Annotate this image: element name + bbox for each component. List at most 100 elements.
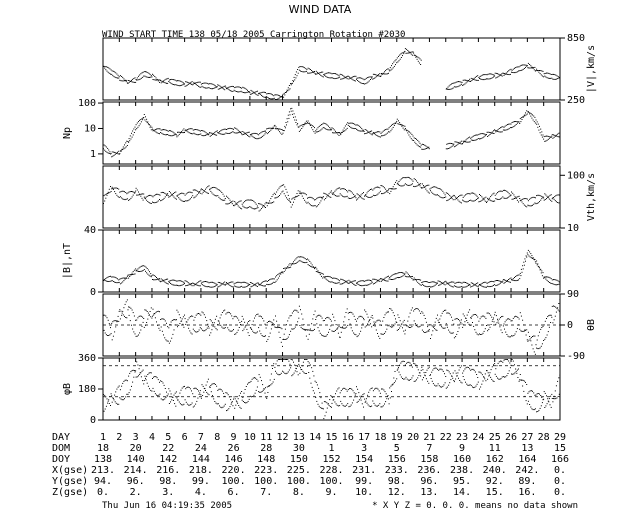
data-point (251, 285, 253, 287)
data-point (523, 324, 525, 326)
data-point (204, 82, 206, 84)
data-point (525, 260, 526, 262)
data-point (275, 126, 277, 128)
data-point (266, 96, 268, 98)
data-point (147, 318, 149, 320)
data-point (104, 200, 106, 202)
data-point (539, 201, 540, 203)
data-point (221, 87, 223, 89)
data-point (322, 76, 324, 78)
data-point (407, 326, 409, 328)
data-point (224, 133, 226, 135)
data-point (459, 201, 461, 203)
data-point (420, 369, 422, 371)
data-point (130, 307, 132, 309)
data-point (534, 116, 536, 118)
data-point (109, 151, 111, 153)
data-point (193, 83, 195, 84)
data-point (212, 187, 213, 189)
data-point (207, 323, 209, 325)
data-point (291, 263, 293, 265)
data-point (451, 197, 453, 199)
data-point (413, 185, 415, 187)
data-point (387, 395, 389, 397)
data-point (554, 78, 556, 80)
data-point (476, 285, 478, 287)
data-point (124, 199, 126, 201)
data-point (536, 202, 538, 204)
data-point (234, 285, 236, 287)
data-point (413, 54, 415, 56)
data-point (409, 362, 411, 364)
data-point (265, 285, 266, 287)
data-point (540, 134, 542, 136)
data-point (185, 129, 187, 131)
data-point (161, 80, 163, 82)
data-point (424, 285, 426, 287)
data-point (459, 286, 461, 288)
data-point (410, 327, 412, 328)
data-point (201, 85, 203, 87)
data-point (250, 327, 252, 329)
data-point (224, 198, 226, 199)
data-point (319, 407, 321, 409)
data-point (399, 374, 401, 376)
data-point (390, 308, 392, 310)
data-point (294, 259, 296, 261)
data-point (274, 282, 276, 283)
data-point (164, 320, 166, 322)
data-point (318, 387, 320, 389)
data-point (338, 75, 340, 77)
data-point (370, 130, 371, 132)
data-point (451, 196, 452, 198)
data-point (210, 320, 212, 322)
data-point (112, 397, 114, 399)
data-point (520, 268, 522, 270)
data-point (416, 366, 418, 368)
data-point (321, 124, 322, 126)
data-point (110, 153, 111, 155)
data-point (202, 329, 204, 331)
data-point (508, 336, 510, 338)
data-point (319, 314, 321, 316)
data-point (406, 325, 408, 327)
data-point (402, 55, 403, 57)
data-point (196, 82, 198, 84)
y-tick-label: 0 (90, 415, 96, 426)
data-point (427, 286, 429, 288)
data-point (150, 372, 152, 374)
data-point (145, 270, 146, 272)
data-point (354, 123, 356, 125)
data-point (117, 278, 118, 280)
data-point (550, 282, 552, 284)
data-point (164, 79, 166, 81)
data-point (166, 322, 167, 324)
data-point (155, 376, 157, 378)
data-point (519, 379, 521, 381)
data-point (211, 383, 213, 385)
data-point (316, 271, 318, 273)
data-point (539, 267, 540, 269)
data-point (374, 388, 376, 390)
data-point (361, 327, 363, 329)
data-point (459, 142, 461, 144)
data-point (117, 386, 119, 388)
data-point (434, 367, 436, 369)
data-point (304, 359, 306, 360)
data-point (446, 148, 448, 150)
data-point (321, 317, 323, 319)
data-point (302, 126, 304, 128)
data-point (193, 330, 195, 332)
data-point (376, 74, 378, 76)
data-point (150, 76, 152, 78)
data-point (107, 402, 109, 404)
data-point (438, 369, 440, 371)
data-point (161, 199, 163, 201)
data-point (176, 195, 178, 197)
data-point (489, 134, 491, 135)
data-point (314, 199, 315, 201)
data-point (558, 194, 560, 196)
data-point (266, 340, 268, 342)
data-point (469, 200, 471, 201)
data-point (480, 334, 482, 335)
